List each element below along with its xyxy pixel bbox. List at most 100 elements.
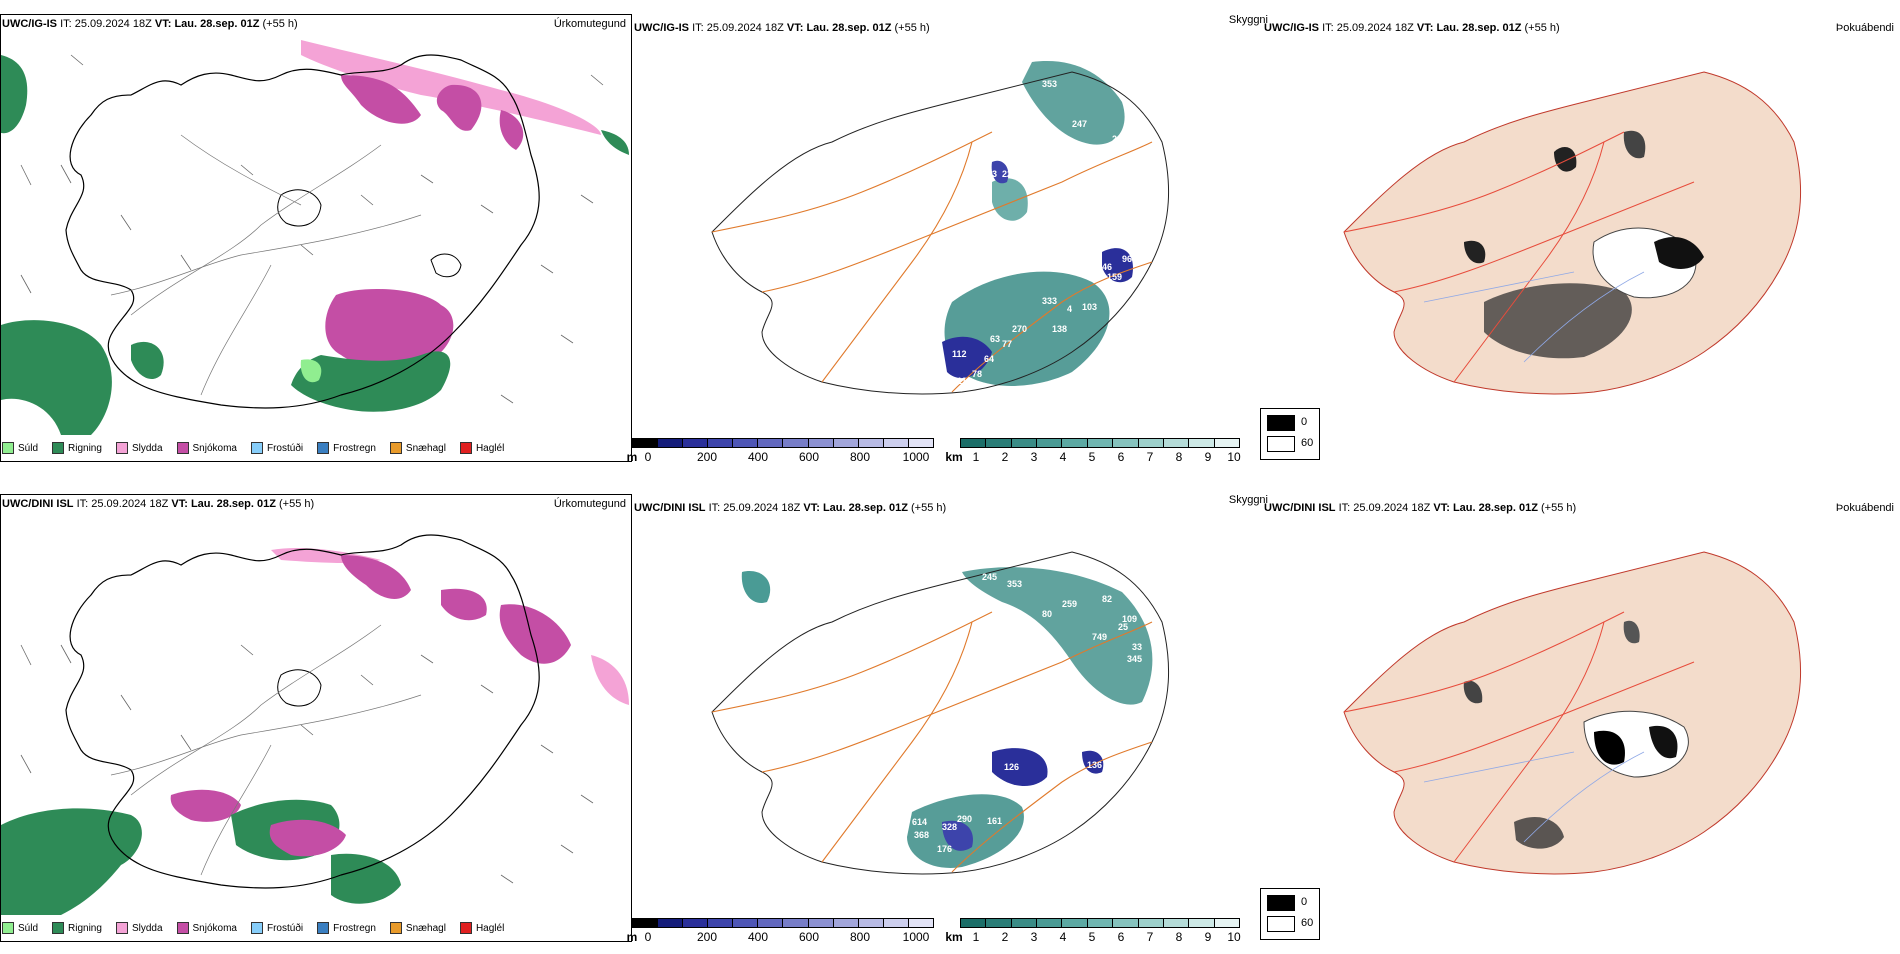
cbar-tick: 10: [1227, 930, 1241, 944]
cbar-tick: 800: [849, 930, 871, 944]
fog-legend-label: 60: [1301, 437, 1314, 449]
cbar-tick: 7: [1146, 930, 1154, 944]
row1-fog-map: [1343, 71, 1802, 395]
cbar-tick: 4: [1059, 450, 1067, 464]
cbar-unit: m: [626, 930, 638, 944]
vis-label: 328: [942, 822, 957, 832]
row1-fog-panel: UWC/IG-IS IT: 25.09.2024 18Z VT: Lau. 28…: [1260, 14, 1900, 474]
vis-label: 146: [892, 854, 907, 864]
cbar-tick: 200: [696, 930, 718, 944]
cbar-tick: 400: [747, 450, 769, 464]
legend-item-snaehagl: Snæhagl: [389, 922, 446, 934]
row1-precip-panel: UWC/IG-IS IT: 25.09.2024 18Z VT: Lau. 28…: [0, 14, 632, 474]
vis-label: 345: [1127, 654, 1142, 664]
vis-label: 82: [1102, 594, 1112, 604]
vis-label: 96: [1122, 254, 1132, 264]
row2-visibility-panel: UWC/DINI ISL IT: 25.09.2024 18Z VT: Lau.…: [627, 494, 1268, 954]
legend-item-slydda: Slydda: [115, 442, 163, 454]
vis-label: 80: [1042, 609, 1052, 619]
row2-visibility-var-label: Skyggni: [1228, 494, 1268, 506]
legend-item-snjokoma: Snjókoma: [176, 922, 237, 934]
cbar-unit: km: [945, 450, 963, 464]
cbar-unit: km: [945, 930, 963, 944]
cbar-tick: 1000: [902, 930, 930, 944]
vis-label: 299: [1112, 134, 1127, 144]
row2-fog-map: [1343, 551, 1802, 875]
vis-label: 353: [1042, 79, 1057, 89]
cbar-tick: 3: [1030, 930, 1038, 944]
vis-label: 127: [927, 369, 942, 379]
row2-fog-legend: 0 60: [1260, 888, 1320, 940]
legend-item-snaehagl: Snæhagl: [389, 442, 446, 454]
legend-item-frostregn: Frostregn: [317, 442, 376, 454]
row2-precip-legend: Súld Rigning Slydda Snjókoma Frostúði Fr…: [2, 920, 518, 936]
row1-fog-legend: 0 60: [1260, 408, 1320, 460]
row2-precip-frame: [0, 494, 632, 942]
row2-fog-title: UWC/DINI ISL IT: 25.09.2024 18Z VT: Lau.…: [1264, 502, 1577, 514]
vis-label: 290: [957, 814, 972, 824]
legend-item-haglel: Haglél: [459, 922, 504, 934]
cbar-tick: 200: [696, 450, 718, 464]
vis-label: 33: [1132, 642, 1142, 652]
fog-legend-label: 60: [1301, 917, 1314, 929]
vis-label: 126: [1004, 762, 1019, 772]
vis-label: 159: [1107, 272, 1122, 282]
vis-label: 161: [987, 816, 1002, 826]
vis-label: 116: [957, 376, 972, 386]
cbar-tick: 1000: [902, 450, 930, 464]
row2-fog-var-label: Þokuábendi: [1835, 502, 1894, 514]
cbar-tick: 5: [1088, 930, 1096, 944]
row2-visibility-colorbar: km 1 2 3 4 5 6 7 8 9 10: [945, 918, 1241, 952]
row2-precip-title: UWC/DINI ISL IT: 25.09.2024 18Z VT: Lau.…: [2, 498, 315, 510]
row1-precip-var-label: Úrkomutegund: [553, 18, 626, 30]
row2-precip-panel: UWC/DINI ISL IT: 25.09.2024 18Z VT: Lau.…: [0, 494, 632, 954]
cbar-tick: 1: [972, 450, 980, 464]
cbar-tick: 6: [1117, 930, 1125, 944]
cbar-tick: 600: [798, 930, 820, 944]
vis-label: 78: [972, 369, 982, 379]
cbar-tick: 8: [1175, 450, 1183, 464]
vis-label: 77: [1002, 339, 1012, 349]
row1-precip-title: UWC/IG-IS IT: 25.09.2024 18Z VT: Lau. 28…: [2, 18, 298, 30]
cbar-tick: 7: [1146, 450, 1154, 464]
cbar-tick: 2: [1001, 450, 1009, 464]
vis-label: 136: [1087, 760, 1102, 770]
legend-item-frostregn: Frostregn: [317, 922, 376, 934]
legend-item-snjokoma: Snjókoma: [176, 442, 237, 454]
legend-item-frostudi: Frostúði: [250, 922, 303, 934]
vis-label: 112: [952, 349, 967, 359]
cbar-unit: m: [626, 450, 638, 464]
row1-visibility-panel: UWC/IG-IS IT: 25.09.2024 18Z VT: Lau. 28…: [627, 14, 1268, 474]
cbar-tick: 6: [1117, 450, 1125, 464]
legend-item-rigning: Rigning: [52, 442, 102, 454]
vis-label: 63: [990, 334, 1000, 344]
cbar-tick: 10: [1227, 450, 1241, 464]
row1-visibility-var-label: Skyggni: [1228, 14, 1268, 26]
row1-precip-frame: [0, 14, 632, 462]
vis-label: 25: [1118, 622, 1128, 632]
vis-label: 353: [1007, 579, 1022, 589]
row1-cloud-base-colorbar: m 0 200 400 600 800 1000: [627, 438, 934, 472]
cbar-tick: 600: [798, 450, 820, 464]
row1-fog-var-label: Þokuábendi: [1835, 22, 1894, 34]
vis-label: 749: [1092, 632, 1107, 642]
row1-visibility-title: UWC/IG-IS IT: 25.09.2024 18Z VT: Lau. 28…: [634, 22, 930, 34]
row2-cloud-base-colorbar: m 0 200 400 600 800 1000: [627, 918, 934, 952]
vis-label: 138: [1052, 324, 1067, 334]
vis-label: 368: [914, 830, 929, 840]
cbar-tick: 9: [1204, 450, 1212, 464]
row2-visibility-map: 245 353 259 82 80 109 749 25 33 345 126 …: [711, 551, 1170, 875]
vis-label: 614: [912, 817, 927, 827]
vis-label: 64: [984, 354, 994, 364]
vis-label: 103: [1082, 302, 1097, 312]
row2-visibility-title: UWC/DINI ISL IT: 25.09.2024 18Z VT: Lau.…: [634, 502, 947, 514]
cbar-tick: 8: [1175, 930, 1183, 944]
vis-label: 226: [1002, 169, 1017, 179]
vis-label: 176: [937, 844, 952, 854]
row1-visibility-map: 353 247 299 213 226 96 46 159 333 4 103 …: [711, 61, 1170, 395]
row1-precip-legend: Súld Rigning Slydda Snjókoma Frostúði Fr…: [2, 440, 518, 456]
vis-label: 259: [1062, 599, 1077, 609]
cbar-tick: 3: [1030, 450, 1038, 464]
vis-label: 213: [982, 169, 997, 179]
cbar-tick: 5: [1088, 450, 1096, 464]
